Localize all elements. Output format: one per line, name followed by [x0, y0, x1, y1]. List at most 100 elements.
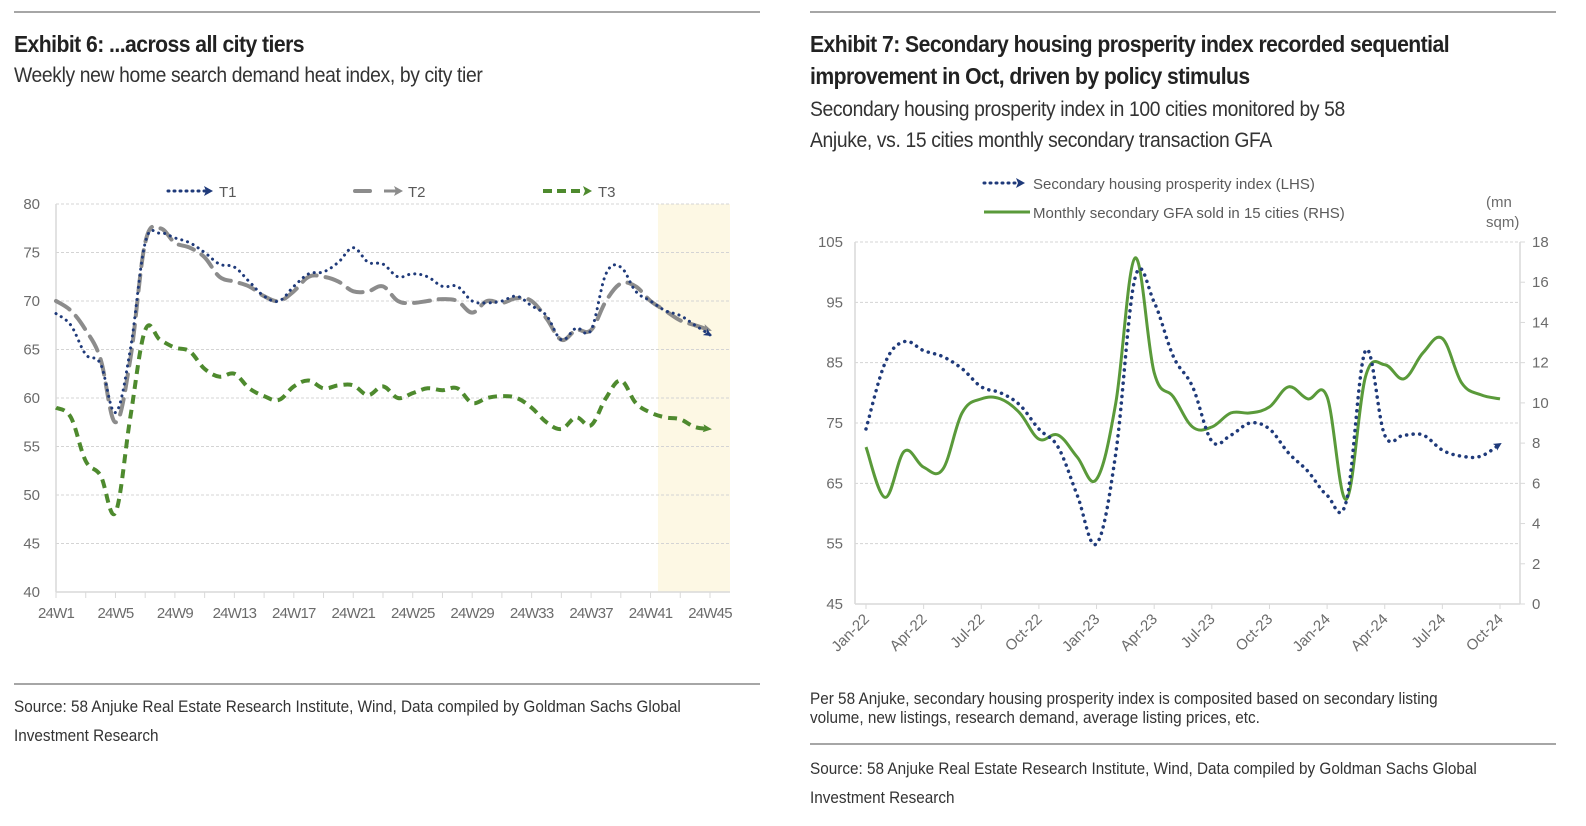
series-line-gfa [864, 256, 1501, 501]
x-tick-label: Oct-23 [1232, 611, 1276, 655]
y2-tick-label: 14 [1532, 314, 1549, 331]
source-divider [14, 683, 760, 685]
x-tick-label: Jan-23 [1059, 611, 1103, 655]
x-tick-label: 24W41 [629, 605, 673, 622]
x-tick-label: 24W21 [332, 605, 376, 622]
x-tick-label: 24W33 [510, 605, 554, 622]
exhibit-7-note-line1: Per 58 Anjuke, secondary housing prosper… [810, 689, 1438, 708]
x-tick-label: 24W17 [272, 605, 316, 622]
x-tick-label: Jan-24 [1289, 611, 1333, 655]
y-tick-label: 60 [23, 390, 40, 407]
legend-item-index: Secondary housing prosperity index (LHS) [982, 176, 1315, 193]
right-axis-unit-line2: sqm) [1486, 214, 1519, 231]
arrow-icon [204, 186, 213, 196]
right-axis-unit-line1: (mn [1486, 194, 1512, 211]
x-tick-label: Jul-24 [1408, 611, 1449, 652]
x-axis: Jan-22 Apr-22 Jul-22 Oct-22 Jan-23 Apr-23 Jul-… [828, 604, 1507, 655]
exhibit-7-title-line1: Exhibit 7: Secondary housing prosperity … [810, 31, 1450, 57]
y-tick-label: 45 [826, 596, 843, 613]
y2-tick-label: 4 [1532, 516, 1540, 533]
x-tick-label: 24W13 [213, 605, 257, 622]
x-tick-label: 24W9 [157, 605, 193, 622]
arrow-icon [1016, 178, 1025, 188]
top-divider [14, 11, 760, 13]
exhibit-7-subtitle-line1: Secondary housing prosperity index in 10… [810, 98, 1345, 121]
arrow-icon [394, 186, 403, 196]
series-line-index [864, 266, 1502, 547]
exhibit-7-source-line2: Investment Research [810, 788, 955, 807]
y2-tick-label: 8 [1532, 435, 1540, 452]
y-tick-label: 55 [826, 536, 843, 553]
y-tick-label: 50 [23, 487, 40, 504]
y-tick-label: 70 [23, 293, 40, 310]
x-tick-label: 24W25 [391, 605, 435, 622]
y2-tick-label: 18 [1532, 234, 1549, 251]
y2-tick-label: 12 [1532, 355, 1549, 372]
x-tick-label: 24W5 [97, 605, 133, 622]
exhibit-6-source-line1: Source: 58 Anjuke Real Estate Research I… [14, 697, 681, 716]
grid [56, 203, 730, 544]
axes [854, 242, 1521, 605]
x-tick-label: Oct-22 [1002, 611, 1046, 655]
y-tick-label: 40 [23, 584, 40, 601]
y-tick-label: 75 [23, 245, 40, 262]
arrow-icon [583, 186, 592, 196]
x-tick-label: Jul-23 [1178, 611, 1219, 652]
y-tick-label: 80 [23, 196, 40, 213]
x-tick-label: 24W45 [688, 605, 732, 622]
series-line-t3 [54, 323, 712, 517]
y-tick-label: 75 [826, 415, 843, 432]
x-tick-label: Apr-23 [1117, 611, 1161, 655]
y2-tick-label: 6 [1532, 475, 1540, 492]
x-tick-label: 24W1 [38, 605, 74, 622]
y-tick-label: 105 [818, 234, 843, 251]
legend: Secondary housing prosperity index (LHS)… [982, 176, 1519, 231]
series [54, 224, 712, 517]
x-tick-label: Jan-22 [828, 611, 872, 655]
y-axis-left: 45 55 65 75 85 95 105 [818, 234, 843, 613]
series-line-t1 [54, 228, 712, 415]
y2-tick-label: 16 [1532, 274, 1549, 291]
y2-tick-label: 10 [1532, 395, 1549, 412]
legend-item-t3: T3 [543, 184, 616, 201]
legend-item-t1: T1 [166, 184, 237, 201]
y-tick-label: 95 [826, 294, 843, 311]
x-tick-label: Apr-24 [1348, 611, 1392, 655]
exhibit-7-subtitle-line2: Anjuke, vs. 15 cities monthly secondary … [810, 129, 1272, 152]
exhibit-7-title-line2: improvement in Oct, driven by policy sti… [810, 63, 1250, 89]
series-line-t2 [54, 224, 712, 425]
exhibit-7-source-line1: Source: 58 Anjuke Real Estate Research I… [810, 759, 1477, 778]
legend-label-index: Secondary housing prosperity index (LHS) [1033, 176, 1315, 193]
axes [55, 204, 730, 593]
legend-label-t1: T1 [219, 184, 237, 201]
x-tick-label: Apr-22 [887, 611, 931, 655]
exhibit-7-note-line2: volume, new listings, research demand, a… [810, 708, 1260, 727]
y-tick-label: 85 [826, 355, 843, 372]
grid [855, 241, 1520, 545]
y-tick-label: 65 [23, 342, 40, 359]
exhibit-6-source-line2: Investment Research [14, 726, 159, 745]
x-axis: 24W1 24W5 24W9 24W13 24W17 24W21 24W25 24W29 24W… [38, 592, 733, 622]
y2-tick-label: 2 [1532, 556, 1540, 573]
series [864, 256, 1502, 547]
y-tick-label: 55 [23, 439, 40, 456]
exhibit-7-chart: 45 55 65 75 85 95 105 0 2 4 6 8 10 12 14 16 18 Jan-22 Ap… [818, 176, 1549, 655]
y-tick-label: 45 [23, 536, 40, 553]
exhibit-6-title: Exhibit 6: ...across all city tiers [14, 31, 305, 57]
y-tick-label: 65 [826, 475, 843, 492]
y2-tick-label: 0 [1532, 596, 1540, 613]
top-divider [810, 11, 1556, 13]
legend-label-t3: T3 [598, 184, 616, 201]
legend-item-t2: T2 [353, 184, 426, 201]
legend-label-t2: T2 [408, 184, 426, 201]
x-tick-label: 24W37 [569, 605, 613, 622]
legend-item-gfa: Monthly secondary GFA sold in 15 cities … [984, 205, 1345, 222]
x-tick-label: 24W29 [450, 605, 494, 622]
legend-label-gfa: Monthly secondary GFA sold in 15 cities … [1033, 205, 1345, 222]
legend: T1 T2 T3 [166, 184, 616, 201]
x-tick-label: Jul-22 [947, 611, 988, 652]
exhibit-6-subtitle: Weekly new home search demand heat index… [14, 64, 483, 87]
y-axis: 40 45 50 55 60 65 70 75 80 [23, 196, 40, 601]
